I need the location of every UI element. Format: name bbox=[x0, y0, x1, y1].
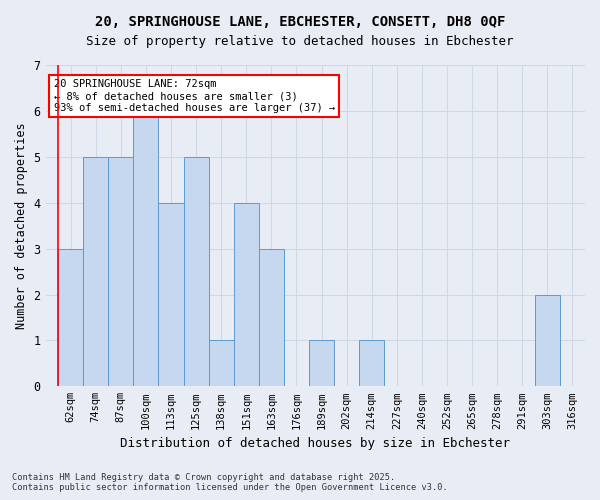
Bar bbox=[535, 294, 560, 386]
Bar bbox=[234, 202, 259, 386]
Bar bbox=[359, 340, 384, 386]
Text: Contains HM Land Registry data © Crown copyright and database right 2025.
Contai: Contains HM Land Registry data © Crown c… bbox=[12, 473, 448, 492]
Bar bbox=[83, 157, 108, 386]
Bar bbox=[184, 157, 209, 386]
Bar bbox=[209, 340, 234, 386]
Bar bbox=[58, 248, 83, 386]
Bar bbox=[133, 111, 158, 386]
Bar bbox=[259, 248, 284, 386]
X-axis label: Distribution of detached houses by size in Ebchester: Distribution of detached houses by size … bbox=[120, 437, 510, 450]
Bar bbox=[309, 340, 334, 386]
Text: 20, SPRINGHOUSE LANE, EBCHESTER, CONSETT, DH8 0QF: 20, SPRINGHOUSE LANE, EBCHESTER, CONSETT… bbox=[95, 15, 505, 29]
Bar bbox=[108, 157, 133, 386]
Bar bbox=[158, 202, 184, 386]
Text: 20 SPRINGHOUSE LANE: 72sqm
← 8% of detached houses are smaller (3)
93% of semi-d: 20 SPRINGHOUSE LANE: 72sqm ← 8% of detac… bbox=[53, 80, 335, 112]
Y-axis label: Number of detached properties: Number of detached properties bbox=[15, 122, 28, 329]
Text: Size of property relative to detached houses in Ebchester: Size of property relative to detached ho… bbox=[86, 35, 514, 48]
